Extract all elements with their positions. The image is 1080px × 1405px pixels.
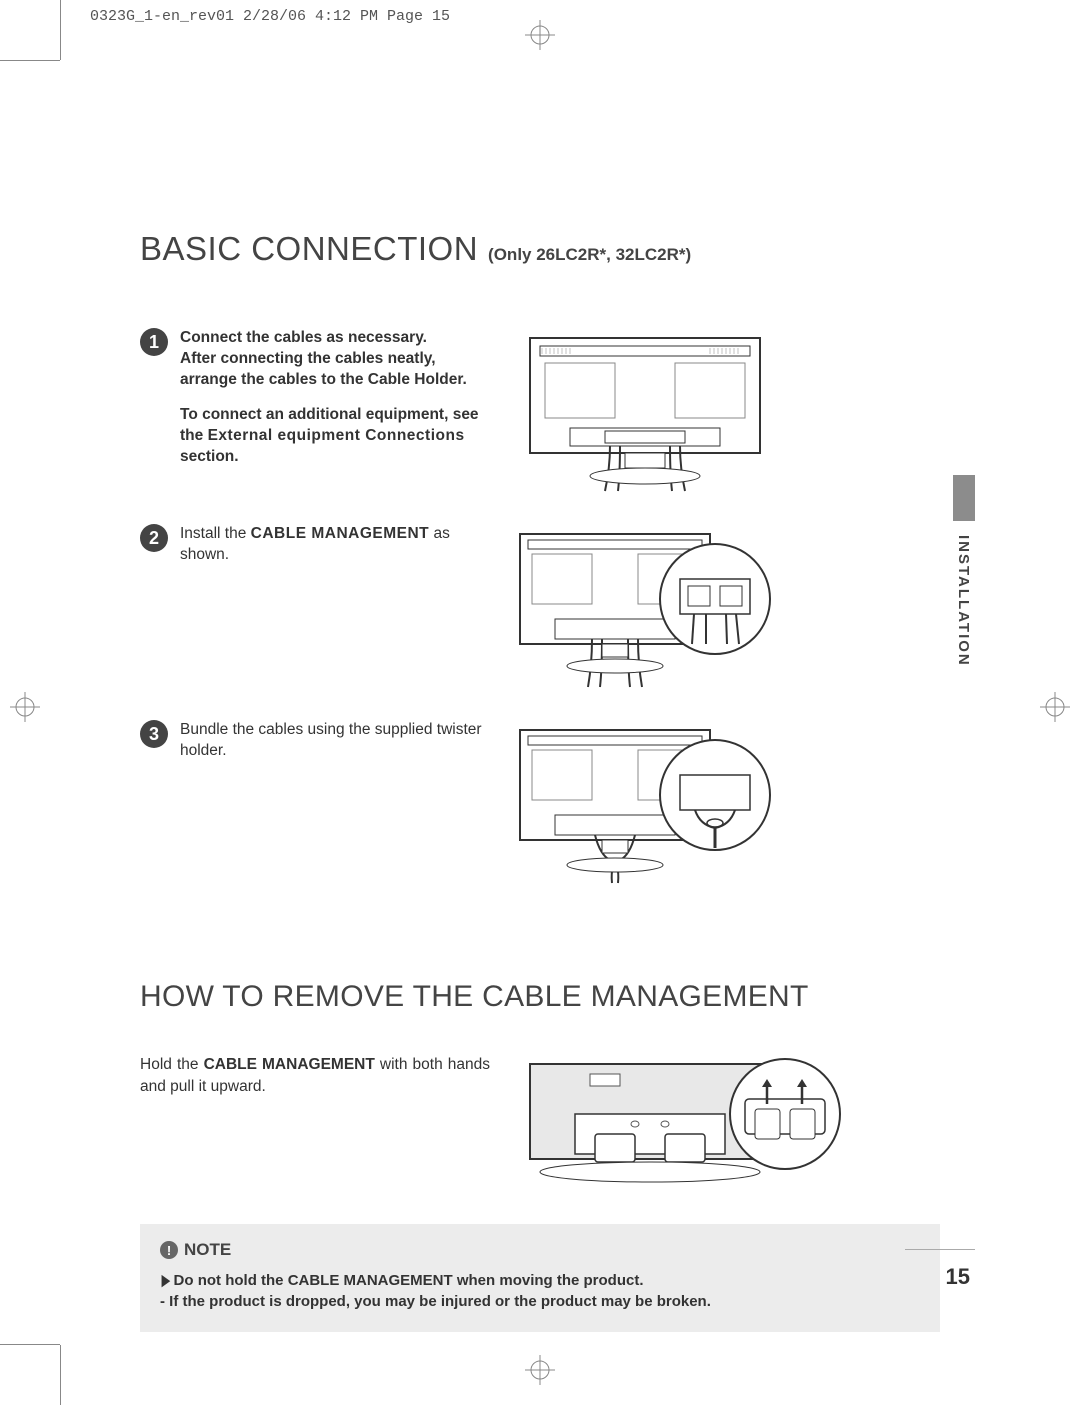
registration-mark-icon bbox=[10, 692, 40, 722]
crop-mark bbox=[0, 60, 60, 61]
info-icon: ! bbox=[160, 1241, 178, 1259]
title-main: BASIC CONNECTION bbox=[140, 230, 478, 268]
crop-mark bbox=[60, 0, 61, 60]
step-2-text: Install the CABLE MANAGEMENT as shown. bbox=[180, 524, 490, 580]
step-number-badge: 2 bbox=[140, 524, 168, 552]
note-box: ! NOTE ▶Do not hold the CABLE MANAGEMENT… bbox=[140, 1224, 940, 1332]
title-sub: (Only 26LC2R*, 32LC2R*) bbox=[488, 245, 691, 265]
remove-illustration bbox=[520, 1054, 850, 1194]
page-rule bbox=[905, 1249, 975, 1250]
step-1-para2-c: section. bbox=[180, 448, 239, 465]
step-1-para2-bold: External equipment Connections bbox=[208, 427, 465, 444]
section-heading: HOW TO REMOVE THE CABLE MANAGEMENT bbox=[140, 980, 940, 1014]
file-stamp: 0323G_1-en_rev01 2/28/06 4:12 PM Page 15 bbox=[90, 8, 450, 25]
step-number-badge: 3 bbox=[140, 720, 168, 748]
step-1-illustration bbox=[510, 328, 780, 493]
note-label: NOTE bbox=[184, 1240, 231, 1260]
step-2-illustration bbox=[510, 524, 780, 689]
step-1-line-a: Connect the cables as necessary. bbox=[180, 329, 427, 346]
remove-a: Hold the bbox=[140, 1056, 204, 1073]
step-2-bold: CABLE MANAGEMENT bbox=[251, 525, 430, 542]
step-3: 3 Bundle the cables using the supplied t… bbox=[140, 720, 940, 890]
remove-section: Hold the CABLE MANAGEMENT with both hand… bbox=[140, 1054, 940, 1194]
note-line-2: - If the product is dropped, you may be … bbox=[160, 1293, 711, 1310]
bullet-icon: ▶ bbox=[162, 1270, 170, 1291]
remove-bold: CABLE MANAGEMENT bbox=[204, 1056, 375, 1073]
step-1-line-b: After connecting the cables neatly, arra… bbox=[180, 350, 467, 388]
registration-mark-icon bbox=[1040, 692, 1070, 722]
note-heading: ! NOTE bbox=[160, 1240, 920, 1260]
step-3-line: Bundle the cables using the supplied twi… bbox=[180, 720, 490, 762]
step-1: 1 Connect the cables as necessary. After… bbox=[140, 328, 940, 498]
step-3-text: Bundle the cables using the supplied twi… bbox=[180, 720, 490, 776]
crop-mark bbox=[60, 1345, 61, 1405]
step-2-a: Install the bbox=[180, 525, 251, 542]
note-line-1: Do not hold the CABLE MANAGEMENT when mo… bbox=[174, 1272, 644, 1289]
crop-mark bbox=[0, 1344, 60, 1345]
section-tab bbox=[953, 475, 975, 521]
page-title: BASIC CONNECTION (Only 26LC2R*, 32LC2R*) bbox=[140, 230, 940, 268]
page-content: BASIC CONNECTION (Only 26LC2R*, 32LC2R*)… bbox=[140, 230, 940, 1332]
note-body: ▶Do not hold the CABLE MANAGEMENT when m… bbox=[160, 1270, 920, 1312]
step-number-badge: 1 bbox=[140, 328, 168, 356]
step-3-illustration bbox=[510, 720, 780, 885]
section-label: INSTALLATION bbox=[955, 535, 972, 667]
registration-mark-icon bbox=[525, 20, 555, 50]
registration-mark-icon bbox=[525, 1355, 555, 1385]
step-2: 2 Install the CABLE MANAGEMENT as shown. bbox=[140, 524, 940, 694]
remove-text: Hold the CABLE MANAGEMENT with both hand… bbox=[140, 1054, 490, 1099]
page-number: 15 bbox=[946, 1264, 970, 1290]
step-1-text: Connect the cables as necessary. After c… bbox=[180, 328, 490, 482]
